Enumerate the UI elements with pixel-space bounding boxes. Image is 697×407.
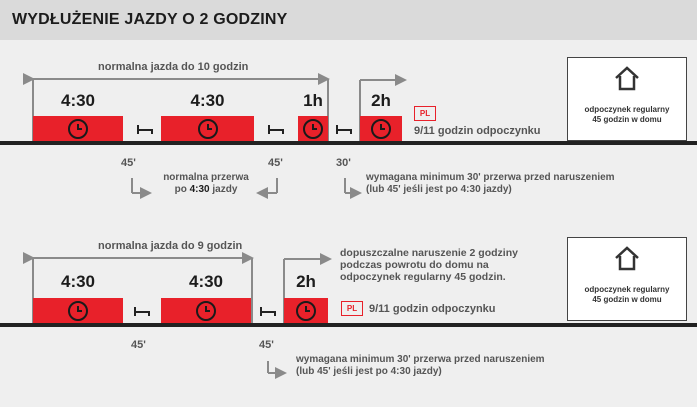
bottom-block-1-label: 4:30: [60, 272, 96, 291]
title-bar: WYDŁUŻENIE JAZDY O 2 GODZINY: [0, 0, 697, 40]
top-break-2: 45': [268, 157, 283, 169]
pl-badge: PL: [341, 301, 363, 316]
pl-badge: PL: [414, 106, 436, 121]
clock-icon: [303, 119, 323, 139]
bottom-rest-label: 9/11 godzin odpoczynku: [369, 303, 496, 315]
note-line: po 4:30 jazdy: [156, 184, 256, 196]
bottom-driving-block-1: [33, 298, 123, 323]
top-driving-block-1: [33, 116, 123, 141]
top-rest-label: 9/11 godzin odpoczynku: [414, 125, 541, 137]
top-span-label: normalna jazda do 10 godzin: [98, 61, 249, 73]
top-home-rest-box: odpoczynek regularny 45 godzin w domu: [567, 57, 687, 141]
top-break-1: 45': [121, 157, 136, 169]
bottom-driving-block-extension: [284, 298, 328, 323]
bottom-driving-block-2: [161, 298, 251, 323]
bed-icon: [134, 307, 150, 316]
clock-icon: [68, 301, 88, 321]
clock-icon: [196, 301, 216, 321]
home-text-line-1: odpoczynek regularny: [584, 105, 670, 114]
top-driving-block-extension: [360, 116, 402, 141]
bed-icon: [268, 125, 284, 134]
top-block-2-label: 4:30: [190, 91, 225, 110]
top-timeline: [0, 141, 697, 145]
bottom-block-2-label: 4:30: [188, 272, 224, 291]
note-part: jazdy: [209, 184, 238, 195]
home-icon: [615, 246, 639, 271]
bottom-break-2: 45': [259, 339, 274, 351]
clock-icon: [198, 119, 218, 139]
top-block-3-label: 1h: [303, 91, 323, 110]
note-line: (lub 45' jeśli jest po 4:30 jazdy): [296, 366, 442, 377]
bottom-min-break-note: wymagana minimum 30' przerwa przed narus…: [296, 354, 545, 378]
clock-icon: [371, 119, 391, 139]
home-text-line-2: 45 godzin w domu: [592, 115, 662, 124]
note-part: po: [174, 184, 190, 195]
bottom-allowed-violation-note: dopuszczalne naruszenie 2 godziny podcza…: [340, 247, 518, 283]
bottom-home-rest-box: odpoczynek regularny 45 godzin w domu: [567, 237, 687, 321]
top-block-1-label: 4:30: [60, 91, 96, 110]
bottom-span-label: normalna jazda do 9 godzin: [98, 240, 243, 252]
note-line: wymagana minimum 30' przerwa przed narus…: [366, 172, 615, 183]
note-line: dopuszczalne naruszenie 2 godziny: [340, 247, 518, 259]
top-normal-break-note: normalna przerwa po 4:30 jazdy: [156, 172, 256, 196]
note-line: (lub 45' jeśli jest po 4:30 jazdy): [366, 184, 512, 195]
bed-icon: [336, 125, 352, 134]
home-icon: [615, 66, 639, 91]
note-line: podczas powrotu do domu na: [340, 259, 489, 271]
note-line: odpoczynek regularny 45 godzin.: [340, 271, 506, 283]
page-title: WYDŁUŻENIE JAZDY O 2 GODZINY: [12, 11, 288, 28]
top-driving-block-2: [161, 116, 254, 141]
bottom-break-1: 45': [131, 339, 146, 351]
clock-icon: [296, 301, 316, 321]
bottom-block-3-label: 2h: [296, 272, 316, 291]
top-block-4-label: 2h: [371, 91, 391, 110]
note-bold-part: 4:30: [189, 184, 210, 195]
bottom-timeline: [0, 323, 697, 327]
note-line: wymagana minimum 30' przerwa przed narus…: [296, 354, 545, 365]
bed-icon: [260, 307, 276, 316]
top-driving-block-3: [298, 116, 328, 141]
home-text-line-2: 45 godzin w domu: [592, 295, 662, 304]
bed-icon: [137, 125, 153, 134]
top-break-3: 30': [336, 157, 351, 169]
clock-icon: [68, 119, 88, 139]
note-line: normalna przerwa: [163, 172, 249, 183]
home-text-line-1: odpoczynek regularny: [584, 285, 670, 294]
top-min-break-note: wymagana minimum 30' przerwa przed narus…: [366, 172, 615, 196]
